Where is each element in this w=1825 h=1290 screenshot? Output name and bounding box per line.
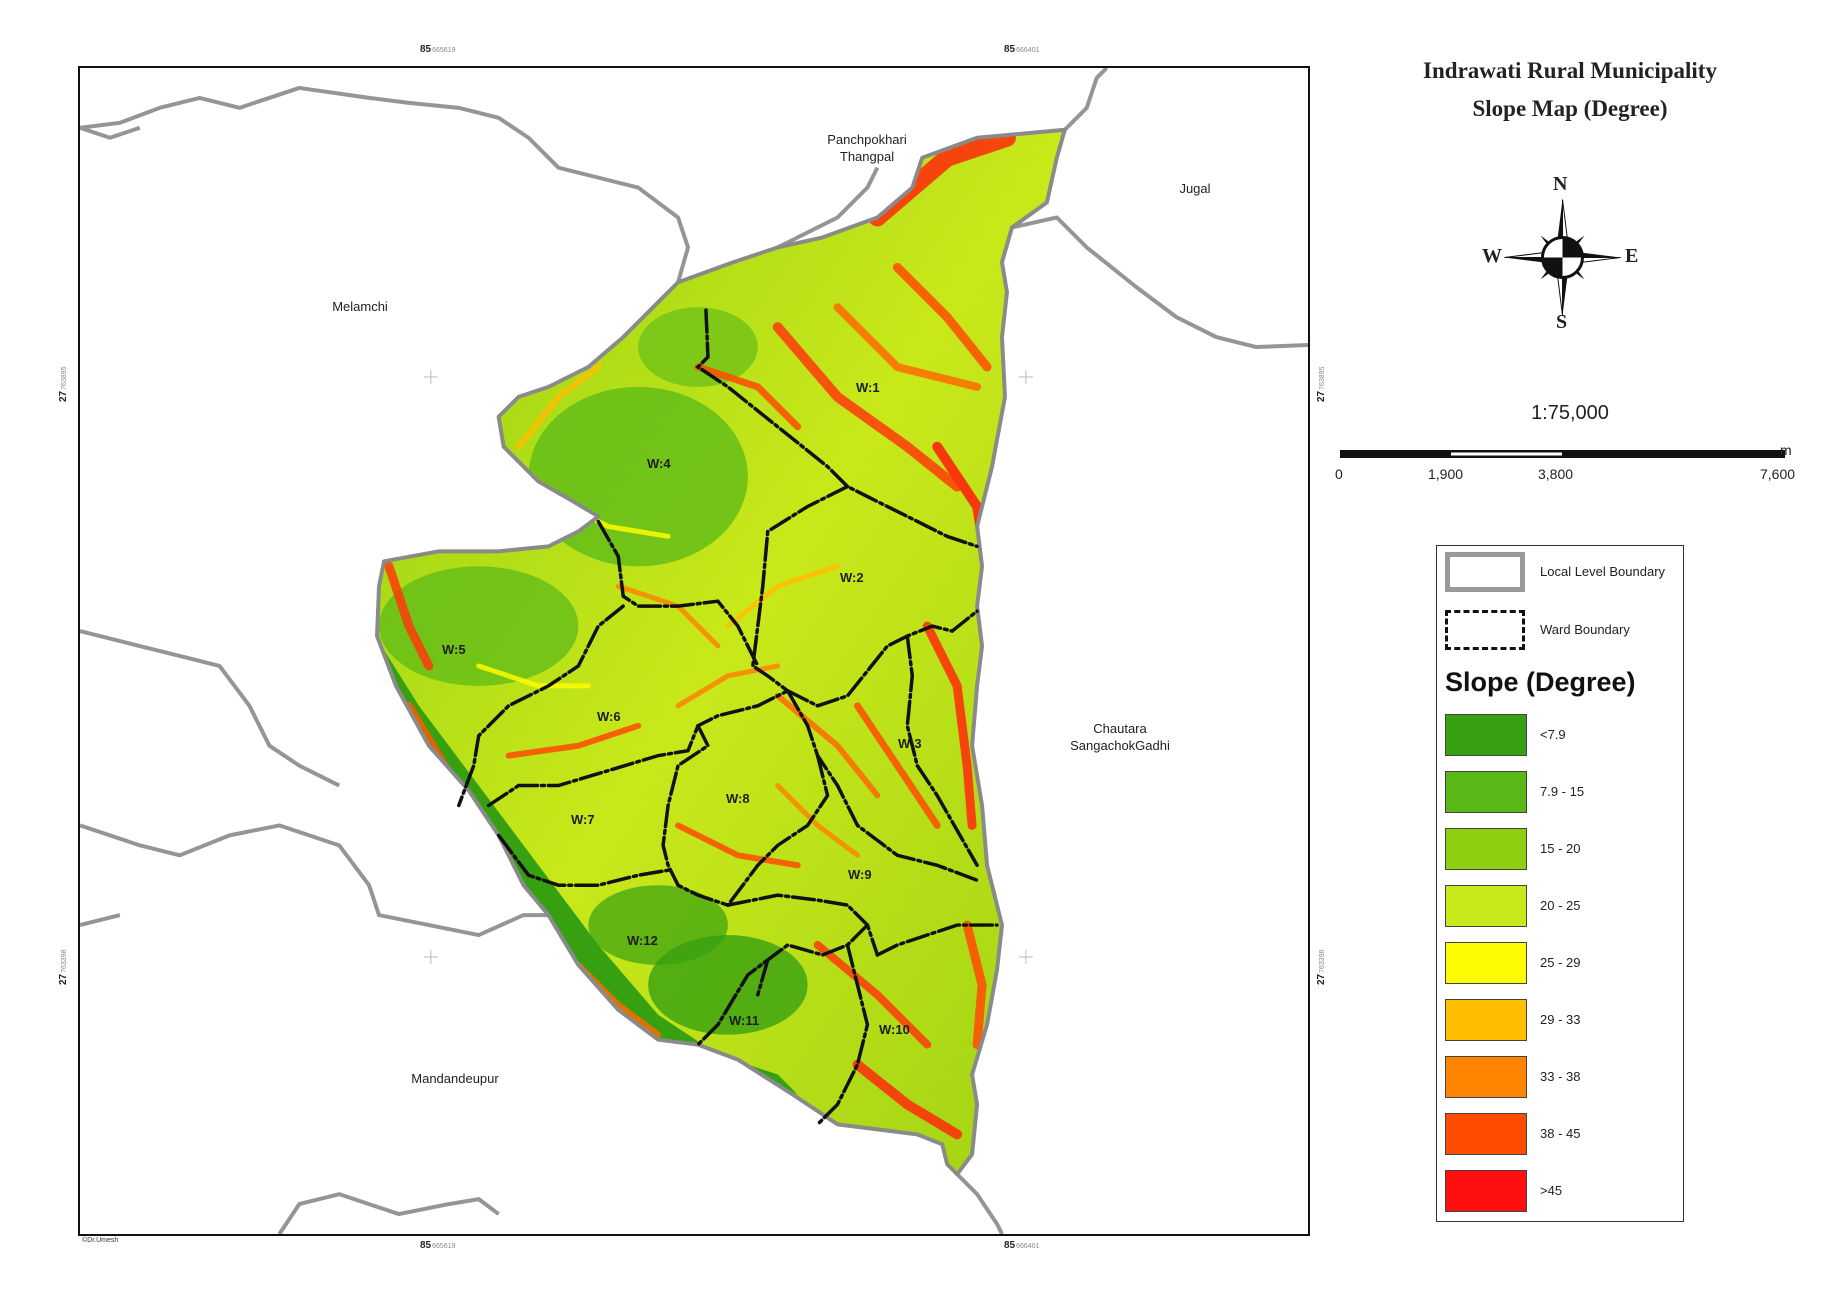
- tick-top-a: 85665619: [420, 44, 456, 55]
- scale-unit: m: [1780, 442, 1792, 458]
- legend-label-2: 7.9 - 15: [1540, 784, 1585, 799]
- place-mandandeupur: Mandandeupur: [411, 1071, 499, 1086]
- municipality-outline: [375, 127, 1067, 1177]
- legend-ward-boundary-swatch: [1445, 610, 1525, 650]
- legend-swatch-3: [1445, 828, 1527, 870]
- legend-swatch-1: [1445, 714, 1527, 756]
- tick-bottom-b: 85666401: [1004, 1240, 1040, 1251]
- legend-swatch-2: [1445, 771, 1527, 813]
- title-line-2: Slope Map (Degree): [1472, 96, 1668, 121]
- ward-label-12: W:12: [627, 933, 658, 948]
- legend-label-3: 15 - 20: [1540, 841, 1581, 856]
- title-line-1: Indrawati Rural Municipality: [1423, 58, 1717, 83]
- local-level-boundaries: [80, 68, 1308, 1234]
- place-chautara: Chautara SangachokGadhi: [1070, 721, 1170, 753]
- compass-east: E: [1625, 245, 1639, 267]
- legend-swatch-4: [1445, 885, 1527, 927]
- ward-label-6: W:6: [597, 709, 621, 724]
- ward-label-5: W:5: [442, 642, 466, 657]
- tick-right-b: 27763398: [1316, 949, 1327, 985]
- tick-left-a: 27763895: [58, 366, 69, 402]
- ward-label-7: W:7: [571, 812, 595, 827]
- ward-label-9: W:9: [848, 867, 872, 882]
- author-credit: ©Dr.Umesh: [82, 1237, 119, 1244]
- place-panchpokhari: Panchpokhari Thangpal: [827, 132, 907, 164]
- ward-boundaries: [457, 308, 999, 1127]
- ward-label-2: W:2: [840, 570, 864, 585]
- compass-rose-graphic: [1504, 199, 1621, 316]
- scale-label-0: 0: [1335, 466, 1343, 482]
- slope-raster: [377, 129, 1065, 1175]
- legend-local-boundary-swatch: [1445, 552, 1525, 592]
- legend-label-8: 38 - 45: [1540, 1126, 1581, 1141]
- legend-swatch-5: [1445, 942, 1527, 984]
- tick-bottom-a: 85665619: [420, 1240, 456, 1251]
- compass-west: W: [1482, 245, 1502, 267]
- ward-label-3: W:3: [898, 736, 922, 751]
- tick-left-b: 27763398: [58, 949, 69, 985]
- legend-label-6: 29 - 33: [1540, 1012, 1581, 1027]
- compass-south: S: [1556, 311, 1568, 333]
- scale-label-7600: 7,600: [1760, 466, 1796, 482]
- legend-label-7: 33 - 38: [1540, 1069, 1581, 1084]
- compass-north: N: [1553, 173, 1568, 195]
- map-legend: Local Level Boundary Ward Boundary Slope…: [1436, 545, 1684, 1222]
- ward-label-4: W:4: [647, 456, 671, 471]
- legend-swatch-9: [1445, 1170, 1527, 1212]
- graticule-markers: [423, 369, 1033, 964]
- map-frame[interactable]: Panchpokhari Thangpal Jugal Melamchi Cha…: [78, 66, 1310, 1236]
- legend-label-5: 25 - 29: [1540, 955, 1581, 970]
- ward-label-10: W:10: [879, 1022, 910, 1037]
- map-title: Indrawati Rural Municipality Slope Map (…: [1330, 52, 1810, 128]
- legend-label-9: >45: [1540, 1183, 1563, 1198]
- scale-ratio: 1:75,000: [1531, 402, 1609, 424]
- legend-swatch-8: [1445, 1113, 1527, 1155]
- compass-rose-icon: N S W E: [1482, 173, 1639, 333]
- place-melamchi: Melamchi: [332, 299, 388, 314]
- ward-label-1: W:1: [856, 380, 880, 395]
- legend-ward-boundary-label: Ward Boundary: [1540, 622, 1630, 637]
- map-canvas[interactable]: [80, 68, 1308, 1234]
- tick-right-a: 27763895: [1316, 366, 1327, 402]
- tick-top-b: 85666401: [1004, 44, 1040, 55]
- legend-slope-title: Slope (Degree): [1445, 667, 1636, 697]
- legend-label-1: <7.9: [1540, 727, 1566, 742]
- legend-swatch-6: [1445, 999, 1527, 1041]
- place-jugal: Jugal: [1179, 181, 1211, 196]
- scale-label-3800: 3,800: [1538, 466, 1574, 482]
- ward-label-11: W:11: [729, 1013, 760, 1028]
- legend-local-boundary-label: Local Level Boundary: [1540, 564, 1666, 579]
- ward-label-8: W:8: [726, 791, 750, 806]
- scale-bar: [1340, 450, 1785, 458]
- legend-swatch-7: [1445, 1056, 1527, 1098]
- scale-label-1900: 1,900: [1428, 466, 1464, 482]
- legend-label-4: 20 - 25: [1540, 898, 1581, 913]
